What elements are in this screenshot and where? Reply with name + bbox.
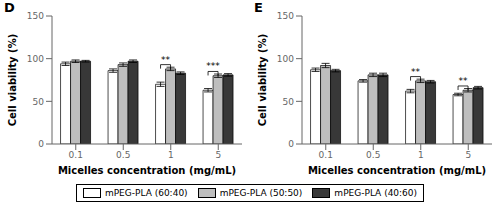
svg-text:Cell viability (%): Cell viability (%) <box>257 34 268 127</box>
svg-text:0.1: 0.1 <box>69 150 83 160</box>
html-text:mPEG-PLA (40:60): mPEG-PLA (40:60) <box>334 188 418 198</box>
svg-text:5: 5 <box>465 150 471 160</box>
svg-text:100: 100 <box>277 54 294 64</box>
svg-text:0.5: 0.5 <box>116 150 130 160</box>
svg-text:50: 50 <box>283 97 295 107</box>
svg-text:150: 150 <box>27 11 44 21</box>
svg-text:1: 1 <box>168 150 174 160</box>
svg-text:0.5: 0.5 <box>366 150 380 160</box>
svg-text:1: 1 <box>418 150 424 160</box>
svg-text:100: 100 <box>27 54 44 64</box>
svg-text:Micelles concentration (mg/mL): Micelles concentration (mg/mL) <box>308 165 486 176</box>
html-text:D: D <box>4 0 15 15</box>
svg-text:0: 0 <box>288 139 294 149</box>
svg-text:0.1: 0.1 <box>319 150 333 160</box>
svg-text:**: ** <box>161 55 171 65</box>
svg-text:Cell viability (%): Cell viability (%) <box>8 34 18 127</box>
svg-text:150: 150 <box>277 11 294 21</box>
html-text:mPEG-PLA (60:40): mPEG-PLA (60:40) <box>104 188 188 198</box>
svg-text:0: 0 <box>38 139 44 149</box>
svg-text:***: *** <box>206 61 220 71</box>
svg-text:50: 50 <box>33 97 45 107</box>
html-text:E: E <box>254 0 263 15</box>
html-text:mPEG-PLA (50:50): mPEG-PLA (50:50) <box>219 188 303 198</box>
svg-text:**: ** <box>411 67 421 77</box>
svg-text:**: ** <box>459 76 469 86</box>
svg-text:Micelles concentration (mg/mL): Micelles concentration (mg/mL) <box>58 165 236 176</box>
svg-text:5: 5 <box>215 150 221 160</box>
